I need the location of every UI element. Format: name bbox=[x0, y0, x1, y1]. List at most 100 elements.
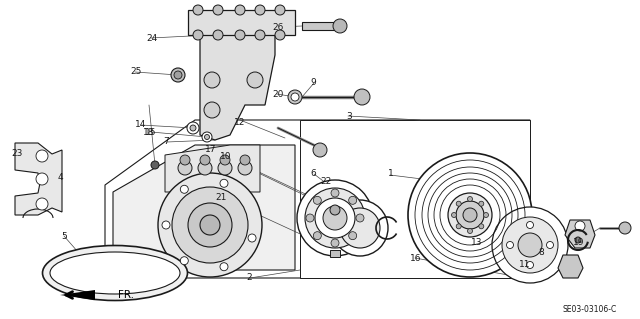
Text: 3: 3 bbox=[346, 112, 351, 121]
Circle shape bbox=[356, 214, 364, 222]
Circle shape bbox=[333, 19, 347, 33]
Circle shape bbox=[575, 237, 581, 243]
Circle shape bbox=[248, 234, 256, 242]
Text: 17: 17 bbox=[205, 145, 217, 154]
Circle shape bbox=[198, 161, 212, 175]
Circle shape bbox=[313, 143, 327, 157]
Bar bbox=[330, 250, 340, 257]
Text: 9: 9 bbox=[311, 78, 316, 87]
Circle shape bbox=[220, 263, 228, 271]
Circle shape bbox=[36, 173, 48, 185]
Text: 22: 22 bbox=[321, 177, 332, 186]
Circle shape bbox=[451, 212, 456, 218]
Circle shape bbox=[467, 228, 472, 234]
Circle shape bbox=[174, 71, 182, 79]
Circle shape bbox=[36, 198, 48, 210]
Circle shape bbox=[502, 217, 558, 273]
Circle shape bbox=[275, 30, 285, 40]
Text: 8: 8 bbox=[538, 248, 543, 256]
Circle shape bbox=[151, 161, 159, 169]
Ellipse shape bbox=[50, 252, 180, 294]
Circle shape bbox=[288, 90, 302, 104]
Polygon shape bbox=[165, 145, 260, 192]
Text: 15: 15 bbox=[145, 128, 157, 137]
Circle shape bbox=[467, 197, 472, 202]
Polygon shape bbox=[105, 120, 530, 278]
Text: 11: 11 bbox=[519, 260, 531, 269]
Text: 10: 10 bbox=[220, 152, 231, 161]
Circle shape bbox=[331, 189, 339, 197]
Text: 16: 16 bbox=[410, 254, 422, 263]
Polygon shape bbox=[565, 220, 595, 248]
Circle shape bbox=[158, 173, 262, 277]
Circle shape bbox=[331, 239, 339, 247]
Circle shape bbox=[202, 132, 212, 142]
Text: 18: 18 bbox=[143, 128, 155, 137]
Circle shape bbox=[240, 155, 250, 165]
Circle shape bbox=[213, 30, 223, 40]
Circle shape bbox=[180, 155, 190, 165]
Circle shape bbox=[547, 241, 554, 249]
Text: 20: 20 bbox=[273, 90, 284, 99]
Text: SE03-03106-C: SE03-03106-C bbox=[563, 306, 617, 315]
Circle shape bbox=[172, 187, 248, 263]
Circle shape bbox=[220, 155, 230, 165]
Text: 14: 14 bbox=[135, 120, 147, 129]
Circle shape bbox=[314, 196, 321, 204]
Circle shape bbox=[408, 153, 532, 277]
Circle shape bbox=[291, 93, 299, 101]
Circle shape bbox=[332, 200, 388, 256]
Circle shape bbox=[619, 222, 631, 234]
Circle shape bbox=[193, 5, 203, 15]
Circle shape bbox=[178, 161, 192, 175]
Circle shape bbox=[247, 72, 263, 88]
Circle shape bbox=[340, 208, 380, 248]
Circle shape bbox=[187, 122, 199, 134]
Circle shape bbox=[354, 89, 370, 105]
Circle shape bbox=[255, 5, 265, 15]
Circle shape bbox=[213, 5, 223, 15]
Circle shape bbox=[235, 5, 245, 15]
Circle shape bbox=[518, 233, 542, 257]
Text: 4: 4 bbox=[58, 173, 63, 182]
Circle shape bbox=[527, 262, 534, 269]
Circle shape bbox=[479, 224, 484, 229]
Circle shape bbox=[162, 221, 170, 229]
Polygon shape bbox=[200, 35, 275, 140]
Circle shape bbox=[506, 241, 513, 249]
Circle shape bbox=[483, 212, 488, 218]
Circle shape bbox=[255, 30, 265, 40]
Circle shape bbox=[36, 150, 48, 162]
Circle shape bbox=[297, 180, 373, 256]
Polygon shape bbox=[15, 143, 62, 215]
Circle shape bbox=[314, 232, 321, 240]
Circle shape bbox=[492, 207, 568, 283]
Circle shape bbox=[205, 135, 209, 139]
Circle shape bbox=[463, 208, 477, 222]
Circle shape bbox=[349, 196, 356, 204]
Text: 24: 24 bbox=[146, 34, 157, 43]
Text: 5: 5 bbox=[61, 232, 67, 241]
Circle shape bbox=[305, 188, 365, 248]
Polygon shape bbox=[188, 10, 295, 35]
Polygon shape bbox=[113, 145, 295, 270]
Circle shape bbox=[315, 198, 355, 238]
Circle shape bbox=[456, 224, 461, 229]
Polygon shape bbox=[60, 290, 95, 300]
Text: 23: 23 bbox=[12, 149, 23, 158]
Circle shape bbox=[188, 203, 232, 247]
Text: 19: 19 bbox=[573, 238, 585, 247]
Text: FR.: FR. bbox=[118, 290, 134, 300]
Circle shape bbox=[204, 72, 220, 88]
Circle shape bbox=[456, 201, 461, 206]
Circle shape bbox=[323, 206, 347, 230]
Circle shape bbox=[349, 232, 356, 240]
Text: 1: 1 bbox=[388, 169, 393, 178]
Circle shape bbox=[200, 155, 210, 165]
Circle shape bbox=[448, 193, 492, 237]
Circle shape bbox=[193, 30, 203, 40]
Text: 21: 21 bbox=[215, 193, 227, 202]
Circle shape bbox=[330, 205, 340, 215]
Text: 7: 7 bbox=[164, 137, 169, 146]
Circle shape bbox=[204, 102, 220, 118]
